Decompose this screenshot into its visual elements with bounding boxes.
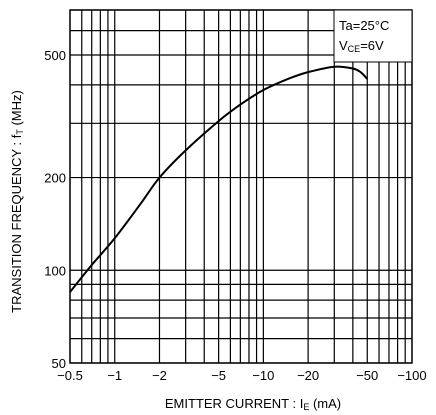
x-tick-label: −100 bbox=[397, 368, 426, 383]
x-tick-label: −10 bbox=[252, 368, 274, 383]
series-line bbox=[69, 65, 369, 293]
y-tick-label: 100 bbox=[44, 263, 66, 278]
conditions-legend: Ta=25°C VCE=6V bbox=[333, 9, 413, 63]
x-tick-label: −50 bbox=[356, 368, 378, 383]
y-axis-label: TRANSITION FREQUENCY : fT (MHz) bbox=[9, 90, 25, 313]
x-tick-label: −20 bbox=[297, 368, 319, 383]
plot-border bbox=[69, 9, 413, 364]
y-tick-label: 500 bbox=[44, 48, 66, 63]
x-axis-label: EMITTER CURRENT : IE (mA) bbox=[165, 396, 341, 412]
x-tick-label: −0.5 bbox=[57, 368, 83, 383]
series bbox=[69, 65, 369, 293]
grid bbox=[69, 9, 413, 364]
x-tick-label: −5 bbox=[211, 368, 226, 383]
x-tick-label: −2 bbox=[152, 368, 167, 383]
tick-labels: −0.5 −1 −2 −5 −10 −20 −50 −100 50 100 200 500 bbox=[44, 48, 426, 383]
x-tick-label: −1 bbox=[107, 368, 122, 383]
y-tick-label: 200 bbox=[44, 171, 66, 186]
conditions-legend-box bbox=[333, 9, 413, 63]
condition-temperature: Ta=25°C bbox=[339, 18, 389, 33]
condition-voltage: VCE=6V bbox=[339, 38, 384, 54]
y-tick-label: 50 bbox=[52, 356, 66, 371]
